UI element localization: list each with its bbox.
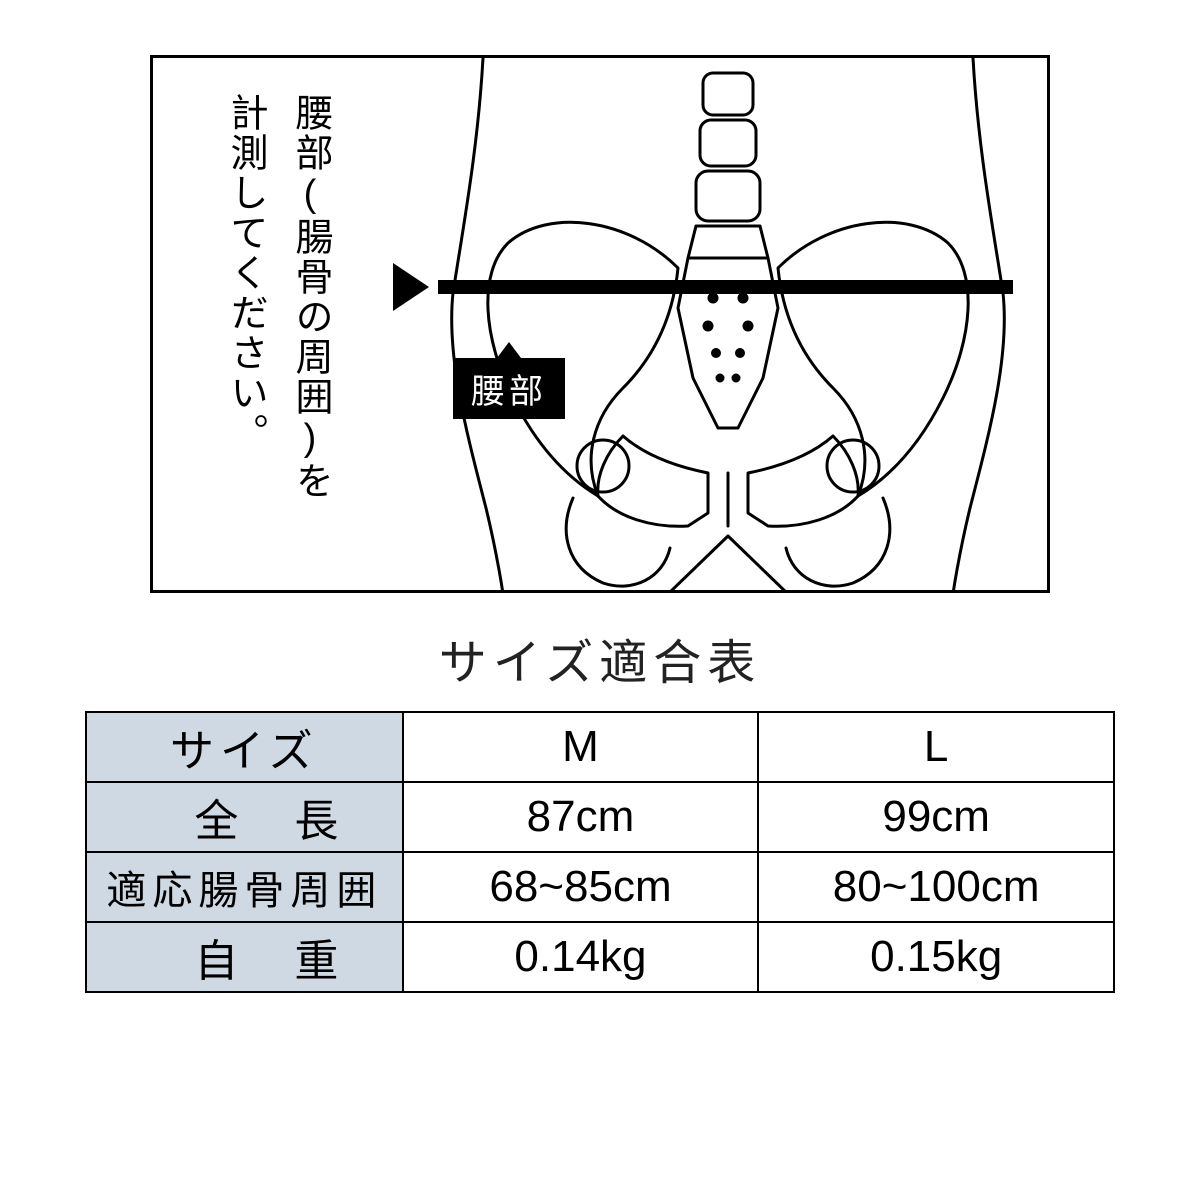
instruction-line-1: 腰部(腸骨の周囲)を	[283, 93, 338, 501]
header-size: サイズ	[86, 712, 403, 782]
row-label-circumference: 適応腸骨周囲	[86, 852, 403, 922]
table-row: 自 重 0.14kg 0.15kg	[86, 922, 1114, 992]
row-label-weight: 自 重	[86, 922, 403, 992]
table-row: 全 長 87cm 99cm	[86, 782, 1114, 852]
table-row: 適応腸骨周囲 68~85cm 80~100cm	[86, 852, 1114, 922]
pelvis-anatomy-icon	[408, 58, 1048, 593]
waist-label-text: 腰部	[471, 373, 547, 411]
measurement-line	[438, 280, 1013, 294]
header-m: M	[403, 712, 759, 782]
instruction-text: 腰部(腸骨の周囲)を 計測してください。	[218, 93, 338, 501]
cell-circ-l: 80~100cm	[758, 852, 1114, 922]
table-row: サイズ M L	[86, 712, 1114, 782]
table-title: サイズ適合表	[439, 623, 762, 693]
size-compatibility-table: サイズ M L 全 長 87cm 99cm 適応腸骨周囲 68~85cm 80~…	[85, 711, 1115, 993]
cell-weight-m: 0.14kg	[403, 922, 759, 992]
cell-circ-m: 68~85cm	[403, 852, 759, 922]
cell-length-m: 87cm	[403, 782, 759, 852]
row-label-length: 全 長	[86, 782, 403, 852]
measurement-diagram: 腰部(腸骨の周囲)を 計測してください。	[150, 55, 1050, 593]
waist-label-tag: 腰部	[453, 358, 565, 419]
cell-weight-l: 0.15kg	[758, 922, 1114, 992]
cell-length-l: 99cm	[758, 782, 1114, 852]
instruction-line-2: 計測してください。	[218, 93, 273, 501]
header-l: L	[758, 712, 1114, 782]
